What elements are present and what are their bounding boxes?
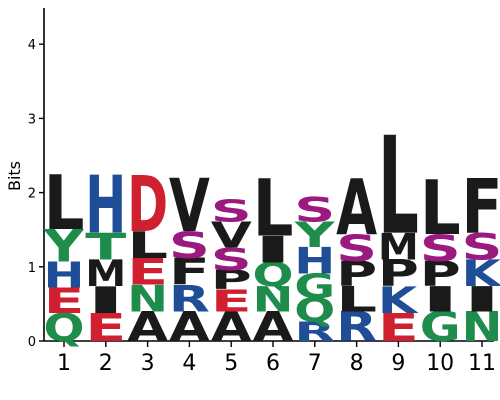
logo-letter-L: L: [127, 224, 168, 267]
logo-letter-V: V: [211, 214, 252, 256]
logo-letter-E: E: [85, 305, 126, 350]
logo-letter-Y: Y: [294, 215, 336, 255]
logo-letter-G: G: [420, 303, 461, 350]
x-ticks: 1 2 3 4 5 6 7 8 9 10 11: [57, 341, 496, 376]
x-tick-label: 7: [308, 351, 322, 376]
logo-letter-L: L: [44, 159, 85, 247]
logo-letter-Q: Q: [253, 256, 294, 294]
y-tick-label: 2: [28, 187, 36, 202]
logo-letter-A: A: [211, 304, 252, 351]
logo-letter-F: F: [462, 164, 500, 251]
logo-letter-E: E: [211, 284, 252, 319]
x-tick-label: 9: [391, 351, 405, 376]
logo-letter-L: L: [253, 162, 294, 254]
logo-letter-Y: Y: [43, 220, 85, 272]
logo-letter-H: H: [44, 255, 85, 297]
x-tick-label: 6: [266, 351, 280, 376]
logo-letter-L: L: [378, 108, 419, 265]
logo-letter-I: I: [462, 280, 500, 320]
x-axis: 1 2 3 4 5 6 7 8 9 10 11: [44, 340, 496, 376]
logo-letter-P: P: [336, 254, 377, 294]
logo-letter-I: I: [420, 280, 461, 320]
logo-letter-I: I: [253, 229, 294, 271]
logo-letter-A: A: [127, 304, 168, 351]
logo-letter-N: N: [253, 279, 294, 319]
logo-letter-F: F: [169, 251, 210, 294]
logo-letter-S: S: [169, 225, 210, 267]
logo-letter-A: A: [336, 164, 377, 252]
logo-letter-I: I: [85, 279, 126, 321]
logo-letter-H: H: [294, 240, 335, 282]
logo-letter-R: R: [336, 304, 377, 351]
logo-letter-K: K: [378, 280, 419, 322]
y-axis-label: Bits: [5, 161, 24, 191]
logo-letter-S: S: [462, 226, 500, 268]
y-axis: 0 1 2 3 4 Bits: [5, 8, 45, 350]
logo-letter-P: P: [211, 265, 252, 296]
x-tick-label: 1: [57, 351, 71, 376]
logo-letter-S: S: [211, 242, 252, 277]
logo-letter-K: K: [462, 253, 500, 295]
logo-letter-S: S: [420, 228, 461, 270]
letter-stacks: QEHYLEIMTHANELDARFSVAEPSVSANQILRQGHYSRLP…: [43, 108, 500, 352]
logo-letter-E: E: [378, 305, 419, 350]
logo-letter-G: G: [294, 268, 335, 307]
x-tick-label: 8: [350, 351, 364, 376]
x-tick-label: 2: [99, 351, 113, 376]
logo-letter-R: R: [294, 316, 335, 347]
logo-letter-S: S: [336, 228, 377, 270]
logo-letter-S: S: [294, 191, 335, 230]
x-tick-label: 10: [426, 351, 454, 376]
logo-letter-E: E: [44, 281, 85, 321]
x-tick-label: 3: [141, 351, 155, 376]
x-tick-label: 5: [224, 351, 238, 376]
logo-letter-D: D: [127, 161, 168, 250]
logo-letter-P: P: [378, 253, 419, 296]
y-tick-label: 3: [28, 112, 36, 127]
x-tick-label: 11: [468, 351, 496, 376]
logo-letter-M: M: [378, 226, 419, 268]
logo-letter-A: A: [169, 304, 210, 351]
y-tick-label: 0: [28, 335, 36, 350]
logo-letter-Q: Q: [294, 292, 335, 330]
logo-letter-S: S: [211, 193, 252, 228]
y-tick-label: 1: [28, 261, 36, 276]
y-tick-label: 4: [28, 38, 36, 53]
logo-letter-T: T: [85, 226, 126, 269]
logo-letter-L: L: [336, 280, 377, 320]
logo-letter-E: E: [127, 251, 168, 294]
logo-letter-L: L: [420, 164, 461, 252]
logo-letter-V: V: [169, 165, 210, 250]
x-tick-label: 4: [182, 351, 196, 376]
logo-letter-Q: Q: [44, 306, 85, 351]
y-ticks: 0 1 2 3 4: [28, 38, 44, 350]
logo-letter-P: P: [420, 254, 461, 294]
logo-letter-A: A: [253, 304, 294, 351]
logo-letter-R: R: [169, 278, 210, 320]
logo-letter-N: N: [127, 278, 168, 320]
logo-letter-N: N: [462, 303, 500, 351]
logo-letter-M: M: [85, 253, 126, 295]
logo-letter-H: H: [85, 159, 126, 252]
